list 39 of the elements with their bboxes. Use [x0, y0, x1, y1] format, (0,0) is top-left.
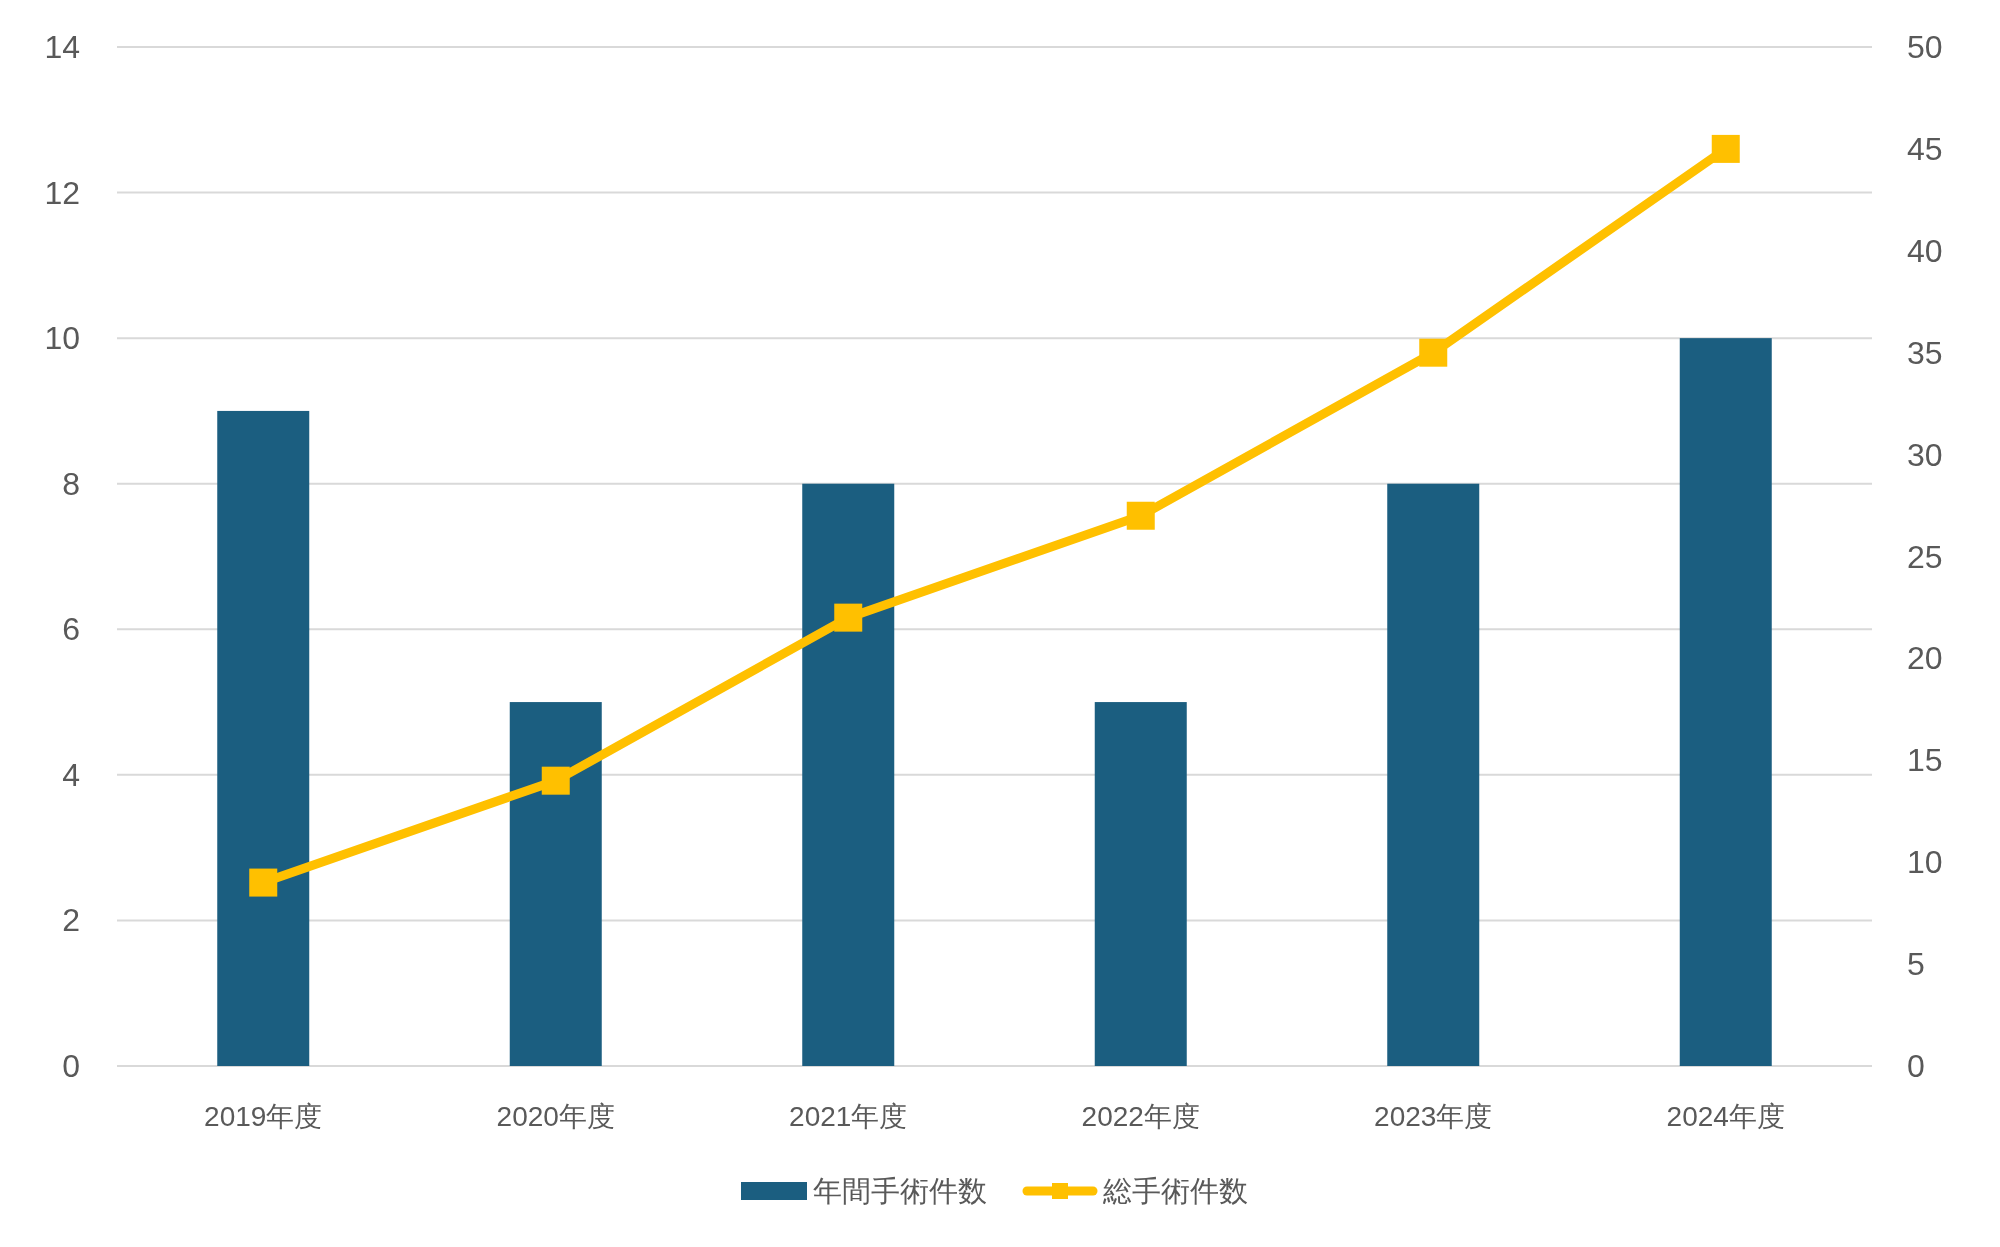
y2-tick-label: 35 — [1907, 334, 1943, 371]
y-tick-label: 4 — [62, 756, 80, 793]
y-tick-label: 8 — [62, 465, 80, 502]
legend-label: 年間手術件数 — [813, 1175, 987, 1207]
y-tick-label: 6 — [62, 611, 80, 648]
bar — [1679, 338, 1772, 1066]
y2-tick-label: 40 — [1907, 232, 1943, 269]
bar — [1387, 483, 1480, 1066]
point — [249, 868, 278, 897]
y2-tick-label: 20 — [1907, 640, 1943, 677]
x-tick-label: 2024年度 — [1666, 1100, 1785, 1132]
point — [1711, 134, 1740, 163]
y2-tick-label: 50 — [1907, 29, 1943, 65]
bar — [1094, 702, 1187, 1066]
point — [834, 603, 863, 632]
point — [1419, 338, 1448, 367]
x-tick-label: 2020年度 — [496, 1100, 615, 1132]
point — [1126, 501, 1155, 530]
y-tick-label: 0 — [62, 1048, 80, 1084]
y2-tick-label: 5 — [1907, 946, 1925, 983]
legend-label: 総手術件数 — [1102, 1175, 1248, 1207]
y2-tick-label: 30 — [1907, 436, 1943, 473]
y2-tick-label: 45 — [1907, 130, 1943, 167]
bar — [509, 702, 602, 1066]
y2-tick-label: 15 — [1907, 742, 1943, 779]
y2-tick-label: 10 — [1907, 844, 1943, 881]
y-tick-label: 10 — [44, 320, 80, 357]
x-tick-label: 2019年度 — [204, 1100, 323, 1132]
point — [541, 766, 570, 795]
y-tick-label: 2 — [62, 902, 80, 939]
y2-tick-label: 0 — [1907, 1048, 1925, 1084]
x-tick-label: 2022年度 — [1081, 1100, 1200, 1132]
x-tick-label: 2021年度 — [789, 1100, 908, 1132]
x-tick-label: 2023年度 — [1374, 1100, 1493, 1132]
y-tick-label: 12 — [44, 174, 80, 211]
y2-tick-label: 25 — [1907, 538, 1943, 575]
bar — [802, 483, 895, 1066]
bar — [217, 410, 310, 1066]
y-tick-label: 14 — [44, 29, 80, 65]
